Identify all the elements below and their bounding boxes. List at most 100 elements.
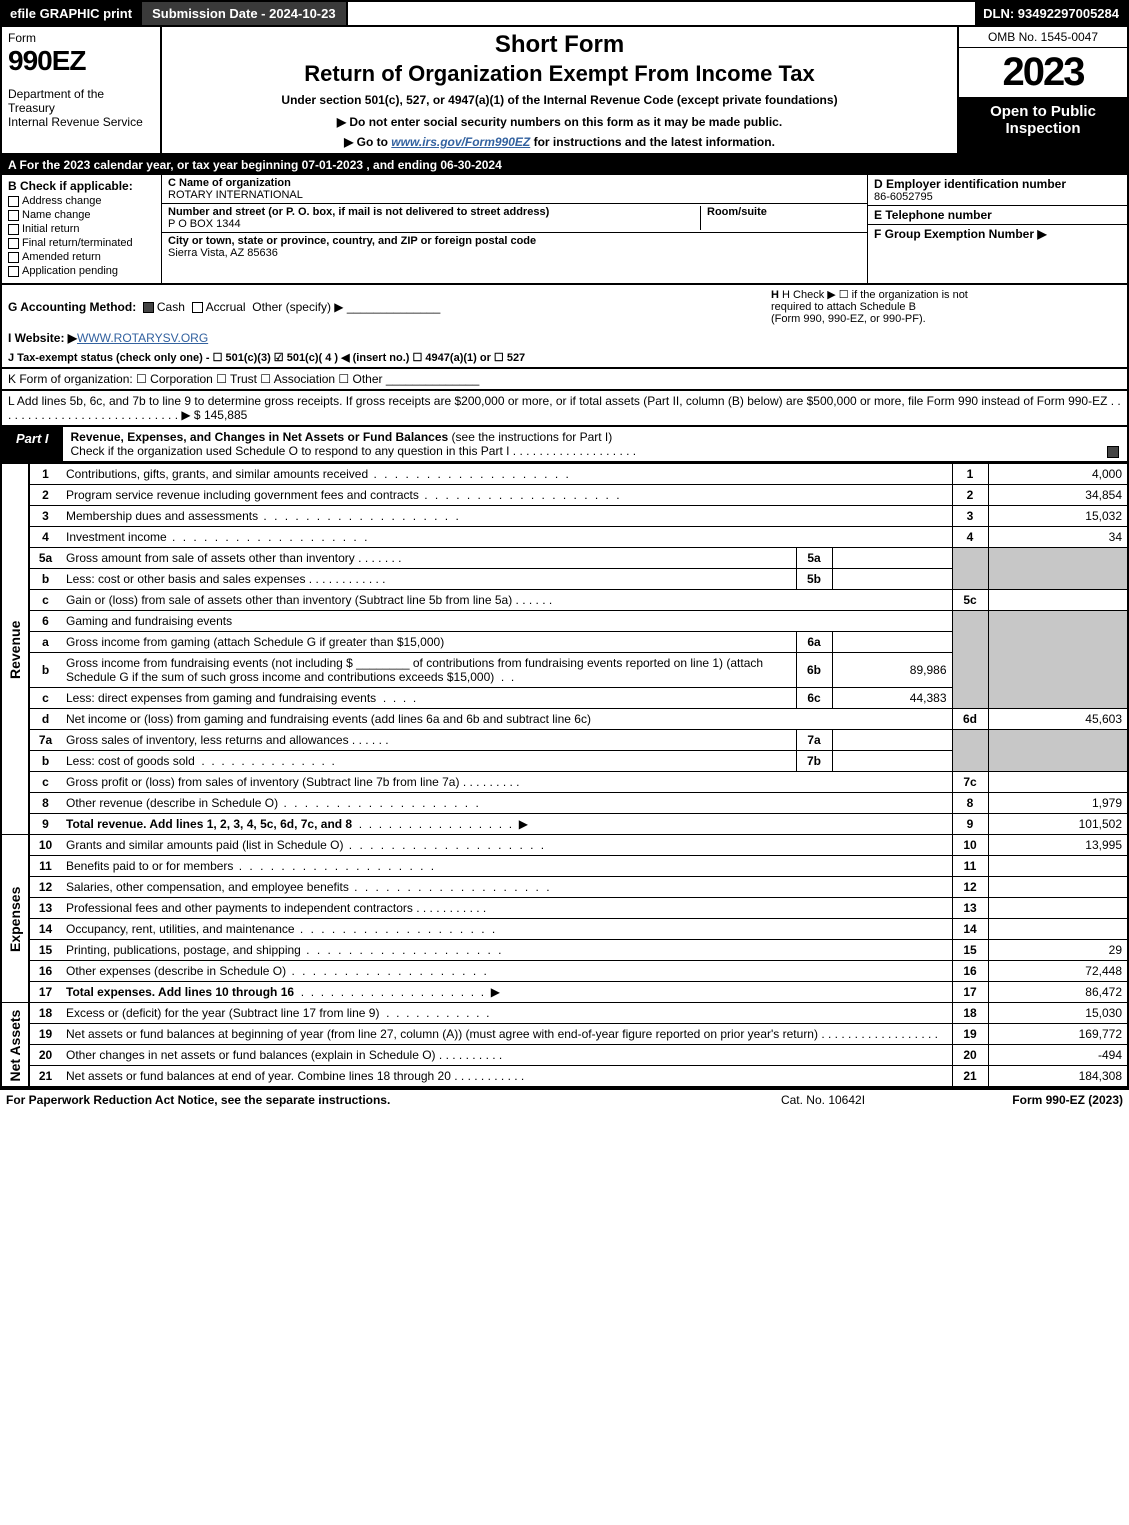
f-group-row: F Group Exemption Number ▶ [868,225,1127,283]
line-13: 13Professional fees and other payments t… [1,898,1128,919]
website-link[interactable]: WWW.ROTARYSV.ORG [77,331,208,345]
chk-final-return[interactable]: Final return/terminated [8,237,155,249]
row-g: G Accounting Method: Cash Accrual Other … [2,285,1127,328]
part1-title: Revenue, Expenses, and Changes in Net As… [63,427,1127,461]
chk-amended-return[interactable]: Amended return [8,251,155,263]
goto-note: ▶ Go to www.irs.gov/Form990EZ for instru… [172,135,947,149]
line-5a: 5a Gross amount from sale of assets othe… [1,548,1128,569]
revenue-side-label: Revenue [1,464,29,835]
row-a-tax-year: A For the 2023 calendar year, or tax yea… [0,155,1129,175]
dln-label: DLN: 93492297005284 [975,2,1127,25]
f-group-label: F Group Exemption Number ▶ [874,227,1121,241]
dept-label: Department of the Treasury [8,87,154,115]
line-7c: c Gross profit or (loss) from sales of i… [1,772,1128,793]
form-number: 990EZ [8,45,154,77]
goto-prefix: ▶ Go to [344,135,391,149]
line-4: 4 Investment income 434 [1,527,1128,548]
g-accrual-check[interactable] [192,302,203,313]
efile-label: efile GRAPHIC print [2,2,140,25]
j-text: J Tax-exempt status (check only one) - ☐… [8,351,525,364]
footer-right: Form 990-EZ (2023) [923,1093,1123,1107]
i-label: I Website: ▶ [8,331,77,345]
do-not-note: ▶ Do not enter social security numbers o… [172,115,947,129]
room-label: Room/suite [707,206,861,218]
footer-mid: Cat. No. 10642I [723,1093,923,1107]
city-label: City or town, state or province, country… [168,235,861,247]
d-ein-label: D Employer identification number [874,177,1121,191]
under-section: Under section 501(c), 527, or 4947(a)(1)… [172,93,947,107]
part1-schedule-o-check[interactable] [1107,446,1119,458]
chk-application-pending[interactable]: Application pending [8,265,155,277]
line-21: 21Net assets or fund balances at end of … [1,1066,1128,1088]
ein-value: 86-6052795 [874,191,1121,203]
line-2: 2 Program service revenue including gove… [1,485,1128,506]
part1-table: Revenue 1 Contributions, gifts, grants, … [0,463,1129,1088]
chk-initial-return[interactable]: Initial return [8,223,155,235]
line-14: 14Occupancy, rent, utilities, and mainte… [1,919,1128,940]
page-footer: For Paperwork Reduction Act Notice, see … [0,1088,1129,1110]
c-city-row: City or town, state or province, country… [162,233,867,261]
row-l: L Add lines 5b, 6c, and 7b to line 9 to … [0,391,1129,427]
omb-number: OMB No. 1545-0047 [959,27,1127,48]
street-label: Number and street (or P. O. box, if mail… [168,206,694,218]
form-word: Form [8,31,154,45]
e-phone-label: E Telephone number [874,208,1121,222]
col-c-orginfo: C Name of organization ROTARY INTERNATIO… [162,175,867,283]
line-6d: d Net income or (loss) from gaming and f… [1,709,1128,730]
c-name-label: C Name of organization [168,177,861,189]
org-name: ROTARY INTERNATIONAL [168,189,861,201]
line-5c: c Gain or (loss) from sale of assets oth… [1,590,1128,611]
line-18: Net Assets 18Excess or (deficit) for the… [1,1003,1128,1024]
row-k: K Form of organization: ☐ Corporation ☐ … [0,369,1129,391]
header-right: OMB No. 1545-0047 2023 Open to Public In… [957,27,1127,153]
header-block: Form 990EZ Department of the Treasury In… [0,27,1129,155]
city-value: Sierra Vista, AZ 85636 [168,247,861,259]
c-street-row: Number and street (or P. O. box, if mail… [162,204,867,233]
row-ghij: G Accounting Method: Cash Accrual Other … [0,285,1129,369]
c-name-row: C Name of organization ROTARY INTERNATIO… [162,175,867,204]
l-value: 145,885 [204,408,247,422]
b-heading: B Check if applicable: [8,179,155,193]
line-3: 3 Membership dues and assessments 315,03… [1,506,1128,527]
tax-year: 2023 [959,48,1127,97]
footer-left: For Paperwork Reduction Act Notice, see … [6,1093,723,1107]
irs-link[interactable]: www.irs.gov/Form990EZ [391,135,530,149]
row-i: I Website: ▶ WWW.ROTARYSV.ORG [2,328,1127,348]
line-6: 6 Gaming and fundraising events [1,611,1128,632]
g-label: G Accounting Method: [8,300,136,314]
short-form-title: Short Form [172,31,947,59]
k-text: K Form of organization: ☐ Corporation ☐ … [8,372,383,386]
line-16: 16Other expenses (describe in Schedule O… [1,961,1128,982]
top-bar: efile GRAPHIC print Submission Date - 20… [0,0,1129,27]
e-phone-row: E Telephone number [868,206,1127,225]
line-17: 17Total expenses. Add lines 10 through 1… [1,982,1128,1003]
col-b-checkboxes: B Check if applicable: Address change Na… [2,175,162,283]
line-12: 12Salaries, other compensation, and empl… [1,877,1128,898]
row-h: H H Check ▶ ☐ if the organization is not… [761,288,1121,325]
part1-header: Part I Revenue, Expenses, and Changes in… [0,427,1129,463]
expenses-side-label: Expenses [1,835,29,1003]
chk-name-change[interactable]: Name change [8,209,155,221]
line-10: Expenses 10 Grants and similar amounts p… [1,835,1128,856]
netassets-side-label: Net Assets [1,1003,29,1088]
line-20: 20Other changes in net assets or fund ba… [1,1045,1128,1066]
submission-date: Submission Date - 2024-10-23 [140,2,348,25]
open-to-public: Open to Public Inspection [959,97,1127,153]
col-def: D Employer identification number 86-6052… [867,175,1127,283]
line-8: 8 Other revenue (describe in Schedule O)… [1,793,1128,814]
return-title: Return of Organization Exempt From Incom… [172,61,947,87]
street-value: P O BOX 1344 [168,218,694,230]
chk-address-change[interactable]: Address change [8,195,155,207]
line-1: Revenue 1 Contributions, gifts, grants, … [1,464,1128,485]
line-11: 11Benefits paid to or for members 11 [1,856,1128,877]
goto-suffix: for instructions and the latest informat… [534,135,775,149]
part1-tab: Part I [2,427,63,461]
line-19: 19Net assets or fund balances at beginni… [1,1024,1128,1045]
section-bcdef: B Check if applicable: Address change Na… [0,175,1129,285]
line-9: 9 Total revenue. Add lines 1, 2, 3, 4, 5… [1,814,1128,835]
line-7a: 7a Gross sales of inventory, less return… [1,730,1128,751]
d-ein-row: D Employer identification number 86-6052… [868,175,1127,206]
header-center: Short Form Return of Organization Exempt… [162,27,957,153]
header-left: Form 990EZ Department of the Treasury In… [2,27,162,153]
g-cash-check[interactable] [143,302,154,313]
